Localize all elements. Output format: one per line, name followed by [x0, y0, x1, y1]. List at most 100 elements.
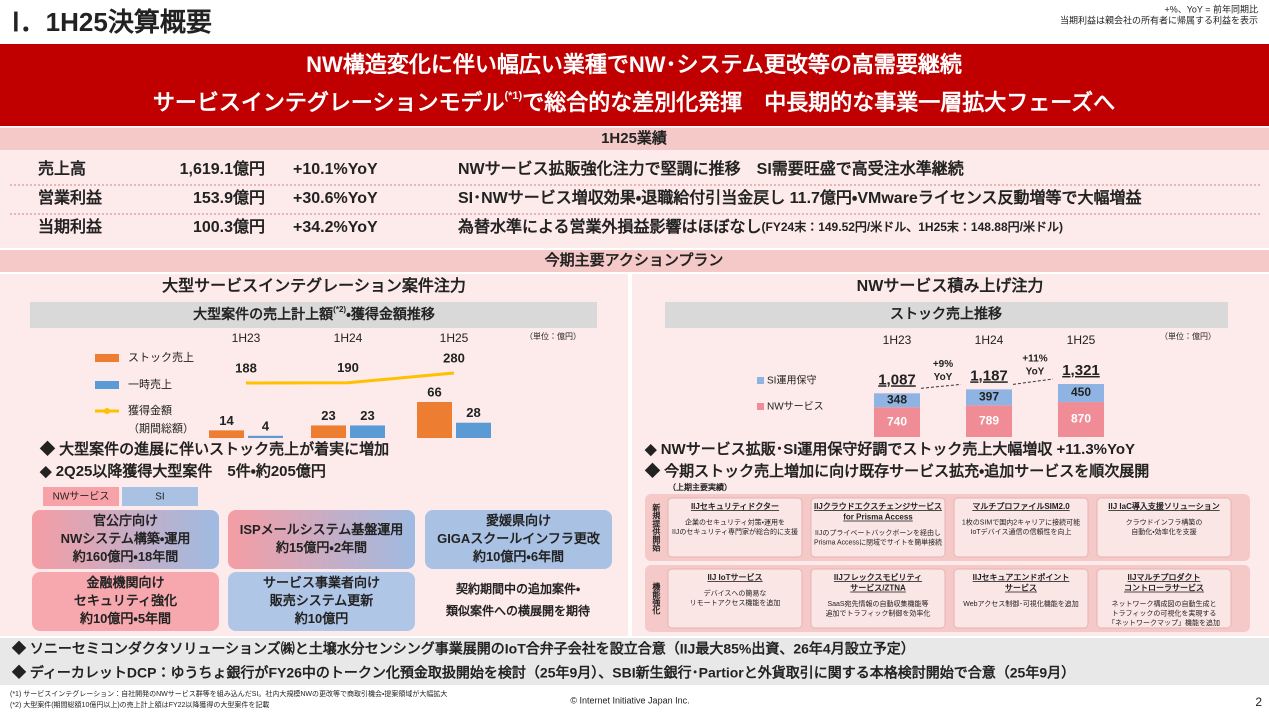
project-text: 愛媛県向け	[486, 513, 551, 528]
metric-desc: NWサービス拡販強化注力で堅調に推移 SI需要旺盛で高受注水準継続	[458, 159, 964, 178]
card	[1096, 568, 1232, 629]
bullet: ◆ NWサービス拡販･SI運用保守好調でストック売上大幅増収 +11.3%YoY	[644, 440, 1135, 458]
bar-segment	[874, 407, 920, 437]
text-part: サービスインテグレーションモデル	[153, 90, 505, 115]
legend-label: ストック売上	[128, 351, 194, 364]
card-title: IIJセキュアエンドポイント	[973, 572, 1070, 582]
card-desc: 企業のセキュリティ対策・運用を	[685, 517, 785, 526]
card-desc: 1枚のSIMで国内2キャリアに接続可能	[962, 517, 1080, 526]
bar-segment	[966, 389, 1012, 406]
card-title: IIJマルチプロダクト	[1128, 572, 1201, 582]
text-part: 大型案件の売上計上額	[193, 306, 334, 322]
metric-label: 売上高	[38, 159, 86, 178]
data-label: 740	[887, 414, 907, 428]
project-box	[32, 572, 219, 631]
bullet: ◆ 今期ストック売上増加に向け既存サービス拡充・追加サービスを順次展開	[644, 462, 1149, 480]
metric-value: 153.9億円	[193, 188, 265, 207]
project-text: 約160億円・18年間	[72, 549, 179, 564]
card-desc: トラフィックの可視化を実現する	[1112, 608, 1217, 617]
card-title: IIJ IoTサービス	[707, 572, 762, 582]
card-desc: 自動化・効率化を支援	[1131, 527, 1196, 536]
project-box	[228, 572, 415, 631]
card-title: マルチプロファイルSIM2.0	[972, 501, 1070, 511]
chart-title: 大型案件の売上計上額(*2)・獲得金額推移	[193, 305, 435, 322]
footnote: (*2) 大型案件(期間総額10億円以上)の売上計上額はFY22以降獲得の大型案…	[10, 700, 269, 709]
note: 契約期間中の追加案件・	[456, 581, 580, 596]
card	[1096, 497, 1232, 558]
card-desc: 追加でトラフィック制御を効率化	[826, 608, 931, 617]
data-label: 14	[219, 413, 234, 428]
copyright: © Internet Initiative Japan Inc.	[570, 695, 689, 705]
metric-value: 1,619.1億円	[180, 159, 265, 178]
project-text: 約10億円・5年間	[79, 611, 171, 626]
growth-label: +9%	[933, 359, 953, 370]
metric-yoy: +34.2%YoY	[293, 219, 378, 236]
project-text: 約15億円・2年間	[275, 540, 367, 555]
news-item: ◆ ディーカレットDCP：ゆうちょ銀行がFY26中のトークン化預金取扱開始を検討…	[11, 665, 1075, 681]
metric-yoy: +30.6%YoY	[293, 190, 378, 207]
metric-desc: SI･NWサービス増収効果・退職給付引当金戻し 11.7億円・VMwareライセ…	[458, 188, 1143, 207]
data-label: 28	[466, 405, 480, 420]
project-text: NWシステム構築・運用	[61, 531, 191, 546]
x-tick-label: 1H23	[883, 333, 912, 347]
project-text: サービス事業者向け	[263, 575, 380, 590]
project-box	[32, 510, 219, 569]
bar-segment	[874, 393, 920, 408]
growth-arrow	[1012, 378, 1054, 385]
legend-swatch	[757, 377, 764, 384]
section-title: 1H25業績	[601, 129, 668, 147]
card-desc: Prisma Accessに閉域でサイトを簡単接続	[814, 537, 942, 546]
legend-note: （期間総額）	[128, 421, 194, 435]
footnote: (*1) サービスインテグレーション：自社開発のNWサービス群等を組み込んだSI…	[10, 689, 447, 698]
card-desc: IIJのセキュリティ専門家が総合的に支援	[672, 527, 798, 536]
text-part: (FY24末：149.52円/米ドル、1H25末：148.88円/米ドル)	[762, 219, 1063, 234]
legend-chip	[122, 487, 198, 506]
growth-arrow	[920, 383, 962, 389]
panel-title: NWサービス積み上げ注力	[857, 276, 1044, 295]
news-item: ◆ ソニーセミコンダクタソリューションズ㈱と土壌水分センシング事業展開のIoT合…	[11, 641, 915, 657]
card	[953, 497, 1089, 558]
card-desc: IoTデバイス通信の信頼性を向上	[971, 527, 1072, 536]
note: 類似案件への横展開を期待	[445, 603, 590, 618]
legend-label: NWサービス	[53, 491, 110, 503]
metric-label: 営業利益	[38, 188, 103, 207]
bullet: ◆ 大型案件の進展に伴いストック売上が着実に増加	[39, 440, 389, 458]
legend-swatch	[757, 403, 764, 410]
chart-title: ストック売上推移	[890, 306, 1002, 322]
card	[953, 568, 1089, 629]
card	[667, 497, 803, 558]
bullet: ◆ 2Q25以降獲得大型案件 5件・約205億円	[39, 462, 326, 480]
banner	[0, 44, 1269, 126]
card-desc: Webアクセス制御･可視化機能を追加	[963, 599, 1078, 608]
chart-header	[665, 302, 1228, 328]
line	[245, 371, 455, 385]
x-tick-label: 1H23	[232, 331, 261, 345]
data-label: 4	[262, 418, 270, 433]
bar	[209, 430, 244, 438]
data-label: 870	[1071, 412, 1091, 426]
total-label: 1,321	[1062, 362, 1100, 379]
bar	[456, 422, 491, 438]
project-text: 金融機関向け	[86, 575, 164, 590]
data-label: 188	[235, 360, 257, 375]
section-title: 今期主要アクションプラン	[545, 251, 724, 269]
card-desc: 「ネットワークマップ」機能を追加	[1108, 618, 1220, 627]
project-text: GIGAスクールインフラ更改	[437, 531, 601, 546]
text-part: (*2)	[333, 305, 346, 314]
subhead: （上期主要実績）	[668, 482, 732, 492]
data-label: 348	[887, 392, 907, 406]
banner-line: NW構造変化に伴い幅広い業種でNW･システム更改等の高需要継続	[306, 52, 962, 77]
card-desc: リモートアクセス機能を追加	[690, 598, 781, 607]
card	[810, 568, 946, 629]
project-text: 販売システム更新	[270, 593, 374, 608]
results-header	[0, 128, 1269, 150]
card-title: コントローラサービス	[1124, 583, 1204, 593]
total-label: 1,087	[878, 371, 916, 388]
legend-swatch	[95, 381, 119, 389]
growth-label: YoY	[934, 372, 953, 383]
project-text: セキュリティ強化	[74, 593, 177, 608]
card-desc: クラウドインフラ構築の	[1126, 517, 1203, 526]
data-label: 23	[360, 408, 374, 423]
legend-swatch	[95, 354, 119, 362]
data-label: 280	[443, 350, 465, 365]
